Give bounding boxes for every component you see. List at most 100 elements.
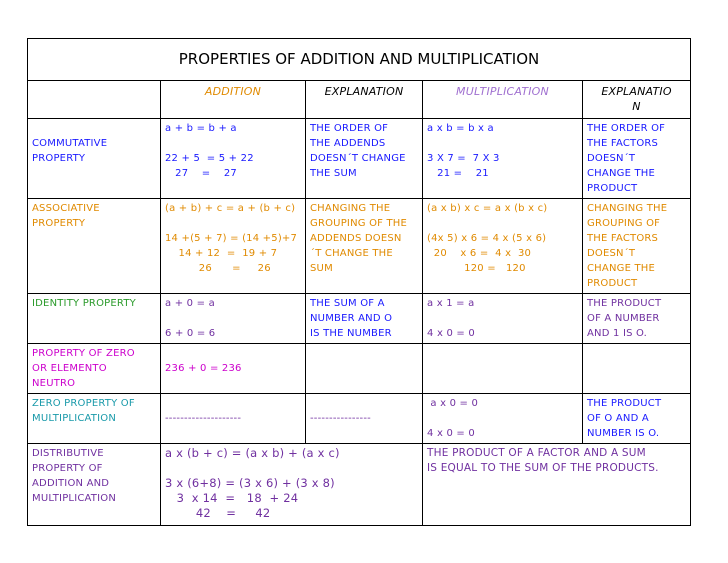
paragraph: a + 0 = a [165,296,301,311]
row-label: PROPERTY OF ZERO OR ELEMENTO NEUTRO [27,343,161,394]
text-line: a x 0 = 0 [427,398,479,409]
text-line: a + 0 = a [165,298,215,309]
paragraph: a x (b + c) = (a x b) + (a x c) [165,446,418,461]
text-line: OF O AND A [587,413,649,424]
text-line: a + b = b + a [165,123,237,134]
text-line: SUM [310,263,333,274]
text-line: 22 + 5 = 5 + 22 [165,153,254,164]
text-line: ---------------- [310,413,371,424]
row-label: IDENTITY PROPERTY [27,293,161,344]
text-line: -------------------- [165,413,242,424]
paragraph: ---------------- [310,411,418,426]
text-line: 27 = 27 [165,168,237,179]
paragraph: 4 x 0 = 0 [427,426,578,441]
table-cell: THE SUM OF A NUMBER AND O IS THE NUMBER [305,293,423,344]
paragraph: (a + b) + c = a + (b + c) [165,201,301,216]
table-cell: CHANGING THE GROUPING OF THE ADDENDS DOESN… [305,198,423,294]
table-cell: ---------------- [305,393,423,444]
text-line: ADDENDS DOESN [310,233,402,244]
table-cell: a x (b + c) = (a x b) + (a x c) 3 x (6+8)… [160,443,423,526]
text-line: DISTRIBUTIVE [32,448,104,459]
row-label: COMMUTATIVE PROPERTY [27,118,161,199]
table-cell: THE PRODUCT OF O AND A NUMBER IS O. [581,393,692,444]
text-line: CHANGE THE [587,168,656,179]
text-line: NUMBER IS O. [587,428,660,439]
paragraph: 6 + 0 = 6 [165,326,301,341]
text-line: NUMBER AND O [310,313,393,324]
paragraph: a x b = b x a [427,121,578,136]
paragraph: a x 1 = a [427,296,578,311]
table-row: DISTRIBUTIVE PROPERTY OF ADDITION AND MULTI… [27,443,692,526]
text-line: MULTIPLICATION [32,413,117,424]
table-cell: a x 0 = 0 4 x 0 = 0 [422,393,583,444]
text-line: a x (b + c) = (a x b) + (a x c) [165,446,340,460]
text-line: PROPERTY [32,153,86,164]
paragraph: THE SUM OF A NUMBER AND O IS THE NUMBER [310,296,418,341]
text-line: PROPERTY [32,218,86,229]
text-line: 4 x 0 = 0 [427,328,475,339]
text-line: 3 X 7 = 7 X 3 [427,153,500,164]
properties-table: PROPERTIES OF ADDITION AND MULTIPLICATIO… [26,38,692,526]
table-cell: THE ORDER OF THE ADDENDS DOESN´T CHANGE THE… [305,118,423,199]
text-line: CHANGE THE [587,263,656,274]
text-line: THE FACTORS [587,233,659,244]
paragraph: THE PRODUCT OF O AND A NUMBER IS O. [587,396,686,441]
text-line: GROUPING OF THE [310,218,408,229]
text-line: PRODUCT [587,278,638,289]
text-line: 3 x (6+8) = (3 x 6) + (3 x 8) [165,476,335,490]
text-line: 14 +(5 + 7) = (14 +5)+7 [165,233,298,244]
table-cell [305,343,423,394]
text-line: 236 + 0 = 236 [165,363,242,374]
text-line: N [632,100,641,113]
paragraph: ZERO PROPERTY OF MULTIPLICATION [32,396,156,426]
title-row: PROPERTIES OF ADDITION AND MULTIPLICATIO… [26,38,692,81]
paragraph: CHANGING THE GROUPING OF THE FACTORS DOESN´… [587,201,686,291]
table-title: PROPERTIES OF ADDITION AND MULTIPLICATIO… [26,38,692,81]
table-cell: THE PRODUCT OF A NUMBER AND 1 IS O. [581,293,692,344]
row-label: DISTRIBUTIVE PROPERTY OF ADDITION AND MULTI… [27,443,161,526]
table-cell: 236 + 0 = 236 [160,343,306,394]
text-line: PROPERTY OF [32,463,103,474]
table-cell: -------------------- [160,393,306,444]
paragraph: a + b = b + a [165,121,301,136]
paragraph: THE PRODUCT OF A NUMBER AND 1 IS O. [587,296,686,341]
paragraph: PROPERTY OF ZERO OR ELEMENTO NEUTRO [32,346,156,391]
row-label: ASSOCIATIVE PROPERTY [27,198,161,294]
header-row: ADDITION EXPLANATION MULTIPLICATION EXPLANA… [27,80,692,119]
text-line: 26 = 26 [165,263,271,274]
text-line: THE ORDER OF [310,123,389,134]
text-line: ADDITION [204,85,262,98]
table-row: PROPERTY OF ZERO OR ELEMENTO NEUTRO 236 + 0… [27,343,692,394]
paragraph: DISTRIBUTIVE PROPERTY OF ADDITION AND MULTI… [32,446,156,506]
table-row: COMMUTATIVE PROPERTY a + b = b + a 22 + 5 =… [27,118,692,199]
table-cell: a + b = b + a 22 + 5 = 5 + 22 27 = 27 [160,118,306,199]
table-cell: a x 1 = a 4 x 0 = 0 [422,293,583,344]
text-line: ASSOCIATIVE [32,203,100,214]
text-line: THE ORDER OF [587,123,666,134]
text-line: a x 1 = a [427,298,475,309]
text-line: PRODUCT [587,183,638,194]
text-line: THE SUM [310,168,357,179]
text-line: THE SUM OF A [310,298,385,309]
text-line: 120 = 120 [427,263,526,274]
paragraph: 236 + 0 = 236 [165,361,301,376]
text-line: NEUTRO [32,378,76,389]
text-line: THE PRODUCT [587,298,662,309]
text-line: (4x 5) x 6 = 4 x (5 x 6) [427,233,547,244]
paragraph: 14 +(5 + 7) = (14 +5)+7 14 + 12 = 19 + 7… [165,231,301,276]
text-line: AND 1 IS O. [587,328,648,339]
text-line: ADDITION AND [32,478,110,489]
text-line: DOESN´T [587,153,636,164]
table-row: ZERO PROPERTY OF MULTIPLICATION ----------… [27,393,692,444]
text-line: 4 x 0 = 0 [427,428,475,439]
table-cell: a x b = b x a 3 X 7 = 7 X 3 21 = 21 [422,118,583,199]
table-body: PROPERTIES OF ADDITION AND MULTIPLICATIO… [26,38,692,526]
text-line: CHANGING THE [310,203,391,214]
paragraph: 3 X 7 = 7 X 3 21 = 21 [427,151,578,181]
text-line: 6 + 0 = 6 [165,328,216,339]
paragraph: THE PRODUCT OF A FACTOR AND A SUM IS EQUA… [427,446,686,476]
text-line: (a + b) + c = a + (b + c) [165,203,296,214]
table-row: IDENTITY PROPERTY a + 0 = a 6 + 0 = 6 THE S… [27,293,692,344]
paragraph: (a x b) x c = a x (b x c) [427,201,578,216]
paragraph: COMMUTATIVE PROPERTY [32,136,156,166]
